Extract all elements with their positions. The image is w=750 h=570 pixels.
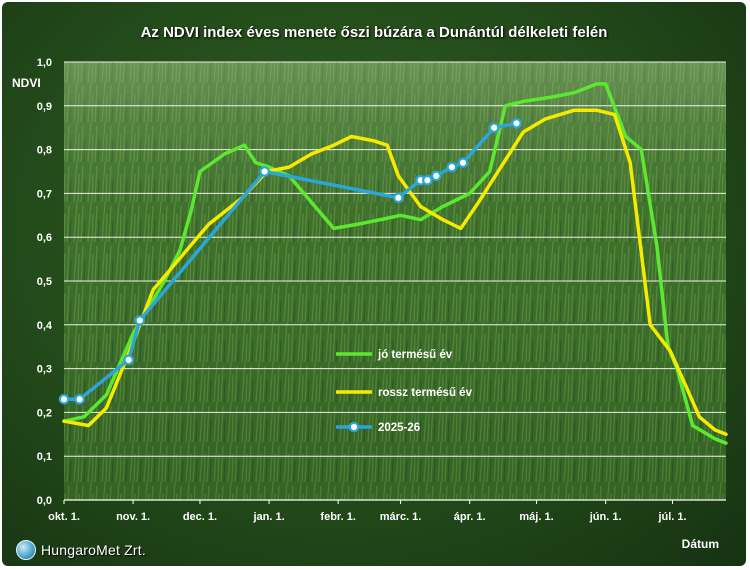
y-tick-label: 0,2	[37, 407, 52, 419]
y-tick-label: 0,1	[37, 451, 52, 463]
y-tick-label: 0,8	[37, 145, 52, 157]
x-tick-label: ápr. 1.	[454, 511, 486, 523]
x-tick-label: júl. 1.	[657, 511, 686, 523]
data-point-marker	[393, 192, 404, 204]
x-tick-label: febr. 1.	[320, 511, 355, 523]
y-tick-label: 0,5	[37, 276, 52, 288]
y-tick-label: 0,6	[37, 232, 52, 244]
data-point-marker	[488, 122, 500, 133]
y-tick-label: 0,3	[37, 364, 52, 376]
legend-label: 2025-26	[378, 422, 420, 434]
x-tick-label: dec. 1.	[183, 511, 217, 523]
x-tick-label: nov. 1.	[116, 511, 150, 523]
data-point-marker	[511, 118, 522, 129]
data-point-marker	[74, 393, 85, 405]
data-point-marker	[259, 166, 270, 177]
x-tick-label: márc. 1.	[380, 511, 422, 523]
x-tick-label: okt. 1.	[48, 511, 80, 523]
data-point-marker	[123, 354, 134, 366]
legend: jó termésű év rossz termésű év 2025-26	[336, 349, 473, 434]
logo-text: HungaroMet Zrt.	[41, 542, 146, 558]
data-point-marker	[446, 161, 458, 173]
series-line	[62, 108, 728, 437]
hungaromet-logo-icon	[16, 540, 36, 560]
x-tick-label: máj. 1.	[519, 511, 553, 523]
legend-label: jó termésű év	[377, 349, 453, 361]
chart-title: Az NDVI index éves menete őszi búzára a …	[140, 24, 608, 41]
data-point-marker	[134, 315, 146, 326]
x-axis-ticks: okt. 1. nov. 1. dec. 1. jan. 1. febr. 1. márc…	[48, 500, 687, 523]
legend-marker	[348, 421, 360, 433]
x-tick-label: jún. 1.	[589, 511, 622, 523]
y-tick-label: 1,0	[37, 57, 52, 69]
y-axis-ticks: 0,0 0,1 0,2 0,3 0,4 0,5 0,6 0,7 0,8 0,9 1,0	[37, 57, 53, 507]
data-point-marker	[58, 393, 70, 405]
y-axis-label: NDVI	[12, 76, 41, 90]
data-point-marker	[430, 170, 442, 182]
y-tick-label: 0,9	[37, 101, 52, 113]
data-point-marker	[457, 157, 469, 169]
data-point-marker	[422, 174, 433, 186]
legend-label: rossz termésű év	[378, 387, 473, 399]
x-tick-label: jan. 1.	[252, 511, 284, 523]
y-tick-label: 0,7	[37, 188, 52, 200]
x-axis-label: Dátum	[682, 537, 719, 551]
y-tick-label: 0,4	[37, 320, 53, 332]
series-lines	[58, 82, 728, 445]
series-line	[62, 82, 728, 445]
y-tick-label: 0,0	[37, 495, 52, 507]
hungaromet-logo: HungaroMet Zrt.	[16, 540, 146, 560]
